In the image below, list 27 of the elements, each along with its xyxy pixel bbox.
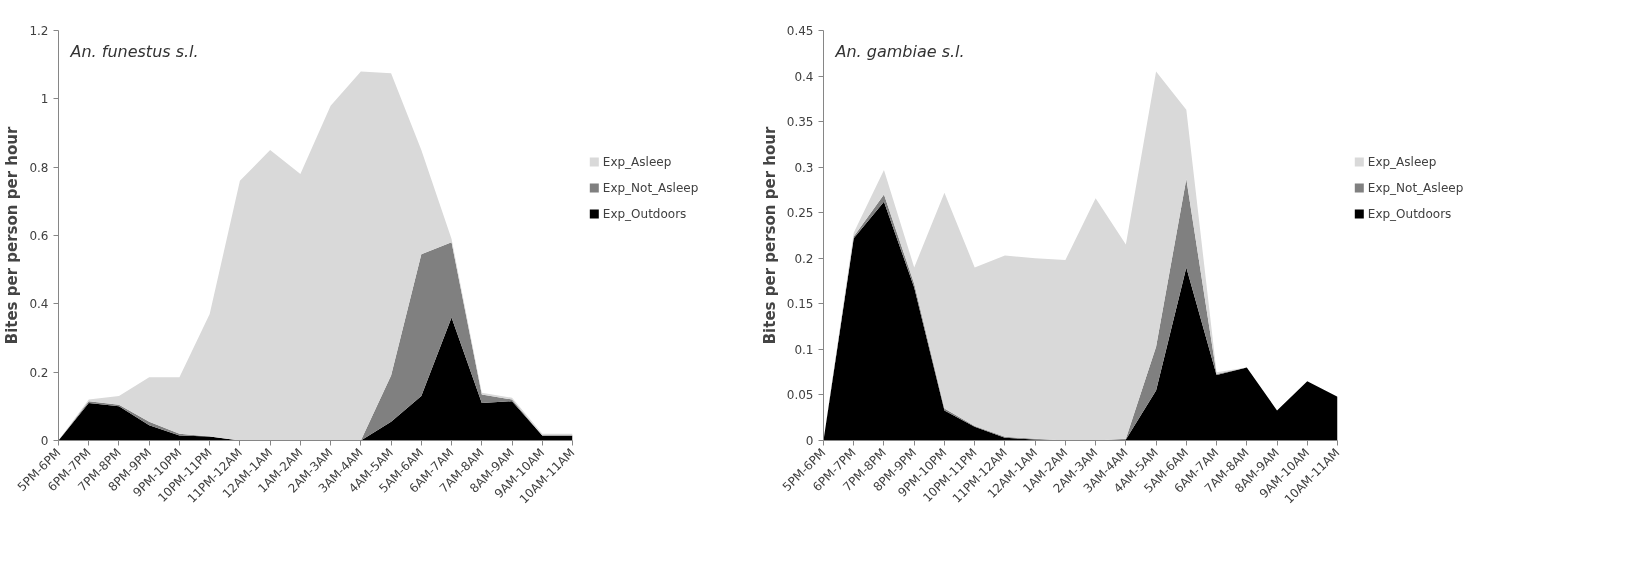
y-tick-label: 0.15 (786, 297, 814, 312)
legend-label: Exp_Outdoors (1367, 206, 1452, 221)
y-tick-label: 0.2 (794, 251, 814, 266)
y-tick-label: 1 (40, 92, 49, 107)
legend-label: Exp_Not_Asleep (1367, 180, 1464, 195)
text: An. funestus s.l. (69, 41, 199, 61)
y-axis-title: Bites per person per hour (760, 126, 779, 345)
y-tick-label: 0.45 (786, 24, 814, 38)
y-tick-label: 0.4 (29, 297, 49, 312)
y-tick-label: 0.35 (786, 115, 814, 130)
y-tick-label: 0 (40, 434, 49, 448)
y-tick-label: 0.05 (786, 388, 814, 403)
y-tick-label: 1.2 (29, 24, 49, 38)
legend-label: Exp_Not_Asleep (602, 180, 699, 195)
legend-label: Exp_Asleep (1367, 154, 1437, 169)
legend-label: Exp_Asleep (602, 154, 672, 169)
y-tick-label: 0.8 (29, 160, 49, 175)
y-tick-label: 0.25 (786, 206, 814, 221)
text: An. gambiae s.l. (834, 41, 965, 61)
y-tick-label: 0.4 (794, 69, 814, 84)
y-axis-title: Bites per person per hour (3, 126, 22, 345)
y-tick-label: 0.6 (29, 229, 49, 243)
y-tick-label: 0.3 (794, 160, 814, 175)
y-tick-label: 0 (805, 434, 814, 448)
y-tick-label: 0.2 (29, 365, 49, 380)
legend-label: Exp_Outdoors (602, 206, 687, 221)
y-tick-label: 0.1 (794, 342, 814, 357)
